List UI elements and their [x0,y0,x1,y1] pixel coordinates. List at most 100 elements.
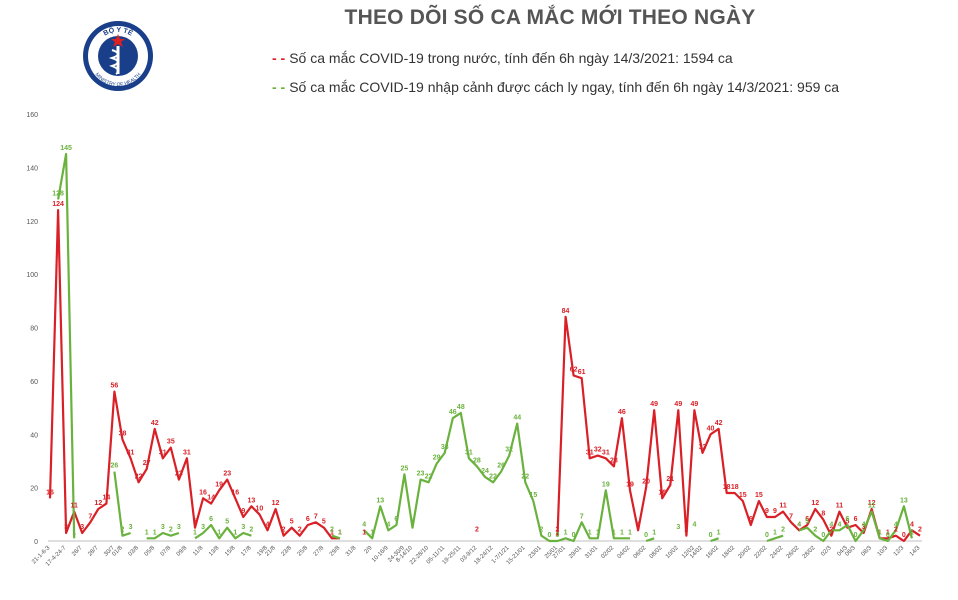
data-label-imported: 29 [433,455,441,462]
data-label-imported: 5 [225,519,229,526]
data-label-imported: 4 [797,521,801,528]
data-label-imported: 4 [362,521,366,528]
x-tick-label: 23/01 [528,545,543,560]
data-label-domestic: 23 [223,471,231,478]
data-label-domestic: 1 [878,529,882,536]
x-tick-label: 28/02 [802,545,817,560]
data-label-imported: 3 [177,524,181,531]
data-label-domestic: 31 [183,449,191,456]
data-label-imported: 24 [481,468,489,475]
legend-label-imported: Số ca mắc COVID-19 nhập cảnh được cách l… [289,79,840,95]
data-label-imported: 32 [505,447,513,454]
x-tick-label: 14/3 [909,545,922,558]
data-label-domestic: 19 [626,481,634,488]
x-tick-label: 01/8 [111,545,124,558]
data-label-domestic: 4 [636,521,640,528]
data-label-domestic: 5 [846,519,850,526]
data-label-domestic: 5 [322,519,326,526]
data-label-imported: 0 [765,532,769,539]
data-label-imported: 3 [676,524,680,531]
data-label-imported: 4 [386,521,390,528]
data-label-imported: 3 [201,524,205,531]
legend-marker-domestic: - - [272,50,286,66]
x-tick-label: 23/8 [281,545,294,558]
data-label-domestic: 16 [46,489,54,496]
series-line-imported [798,505,913,543]
ministry-of-health-logo: BỘ Y TẾ MINISTRY OF HEALTH [82,20,154,92]
data-label-imported: 4 [692,521,696,528]
data-label-domestic: 9 [765,508,769,515]
data-label-domestic: 42 [151,420,159,427]
data-label-imported: 0 [556,532,560,539]
x-tick-label: 22/02 [753,545,768,560]
data-label-domestic: 32 [594,447,602,454]
data-label-imported: 145 [60,145,72,152]
data-label-domestic: 9 [241,508,245,515]
data-label-imported: 1 [217,529,221,536]
data-label-domestic: 4 [910,521,914,528]
data-label-imported: 2 [781,527,785,534]
data-label-domestic: 35 [167,439,175,446]
legend-item-imported: - - Số ca mắc COVID-19 nhập cảnh được các… [272,79,839,95]
data-label-domestic: 0 [902,532,906,539]
data-label-imported: 1 [564,529,568,536]
data-label-imported: 5 [805,519,809,526]
data-label-domestic: 14 [102,495,110,502]
x-tick-label: 12/3 [893,545,906,558]
data-label-domestic: 84 [562,308,570,315]
data-label-imported: 1 [878,529,882,536]
data-label-domestic: 31 [127,449,135,456]
x-tick-label: 20/02 [737,545,752,560]
data-label-imported: 1 [620,529,624,536]
data-label-imported: 19 [602,481,610,488]
data-label-imported: 26 [497,463,505,470]
data-label-imported: 48 [457,404,465,411]
y-tick-label: 160 [26,112,38,119]
data-label-domestic: 6 [805,516,809,523]
y-tick-label: 80 [30,326,38,333]
data-label-imported: 1 [153,529,157,536]
series-line-imported [113,471,131,537]
data-label-imported: 22 [521,473,529,480]
y-tick-label: 20 [30,486,38,493]
data-label-imported: 22 [425,473,433,480]
data-label-imported: 2 [169,527,173,534]
x-tick-label: 04/02 [617,545,632,560]
data-label-imported: 6 [394,516,398,523]
y-tick-label: 0 [34,539,38,546]
data-label-domestic: 6 [749,516,753,523]
data-label-imported: 0 [572,532,576,539]
x-tick-label: 18/02 [721,545,736,560]
data-label-domestic: 28 [610,457,618,464]
series-line-imported [645,537,655,543]
data-label-imported: 1 [145,529,149,536]
data-label-domestic: 4 [266,521,270,528]
x-tick-label: 10/3 [877,545,890,558]
data-label-imported: 23 [417,471,425,478]
data-label-imported: 33 [441,444,449,451]
x-tick-label: 10/02 [665,545,680,560]
data-label-domestic: 11 [836,503,844,510]
x-tick-label: 02/3 [820,545,833,558]
data-label-imported: 1 [652,529,656,536]
data-label-domestic: 15 [739,492,747,499]
data-label-imported: 1 [588,529,592,536]
data-label-imported: 1 [338,529,342,536]
data-label-imported: 1 [72,529,76,536]
data-label-domestic: 7 [88,513,92,520]
data-label-imported: 31 [465,449,473,456]
data-label-domestic: 9 [773,508,777,515]
data-label-domestic: 23 [175,471,183,478]
series-line-imported [331,534,341,540]
x-tick-label: 08/3 [861,545,874,558]
data-label-domestic: 7 [314,513,318,520]
data-label-domestic: 11 [70,503,78,510]
data-label-domestic: 38 [119,431,127,438]
data-label-domestic: 16 [658,489,666,496]
x-tick-label: 29/01 [568,545,583,560]
y-tick-label: 100 [26,272,38,279]
series-line-imported [146,531,180,540]
data-label-imported: 1 [596,529,600,536]
data-label-imported: 2 [121,527,125,534]
